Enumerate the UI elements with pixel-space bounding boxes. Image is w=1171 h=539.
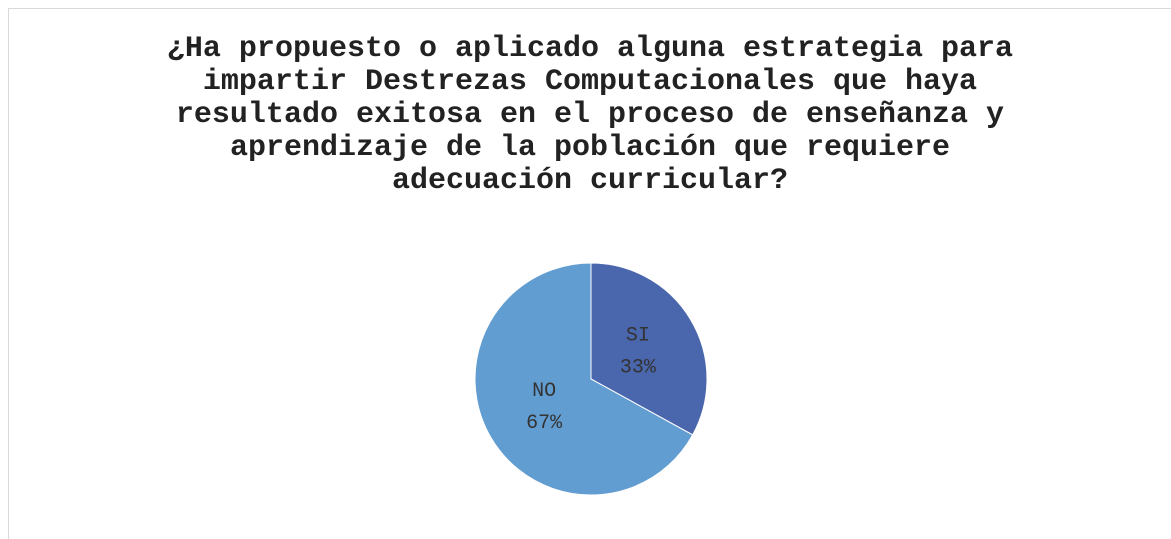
chart-title: adecuación curricular? xyxy=(392,164,788,198)
chart-title: ¿Ha propuesto o aplicado alguna estrateg… xyxy=(167,32,1013,66)
pie-slice xyxy=(590,262,708,436)
slice-value-label: 67% xyxy=(526,412,563,435)
slice-category-label: SI xyxy=(626,325,650,348)
pie-slice xyxy=(474,262,694,496)
chart-title: resultado exitosa en el proceso de enseñ… xyxy=(176,98,1004,132)
slice-category-label: NO xyxy=(532,380,556,403)
slice-value-label: 33% xyxy=(620,357,657,380)
chart-title: impartir Destrezas Computacionales que h… xyxy=(203,65,977,99)
chart-title: aprendizaje de la población que requiere xyxy=(230,131,950,165)
